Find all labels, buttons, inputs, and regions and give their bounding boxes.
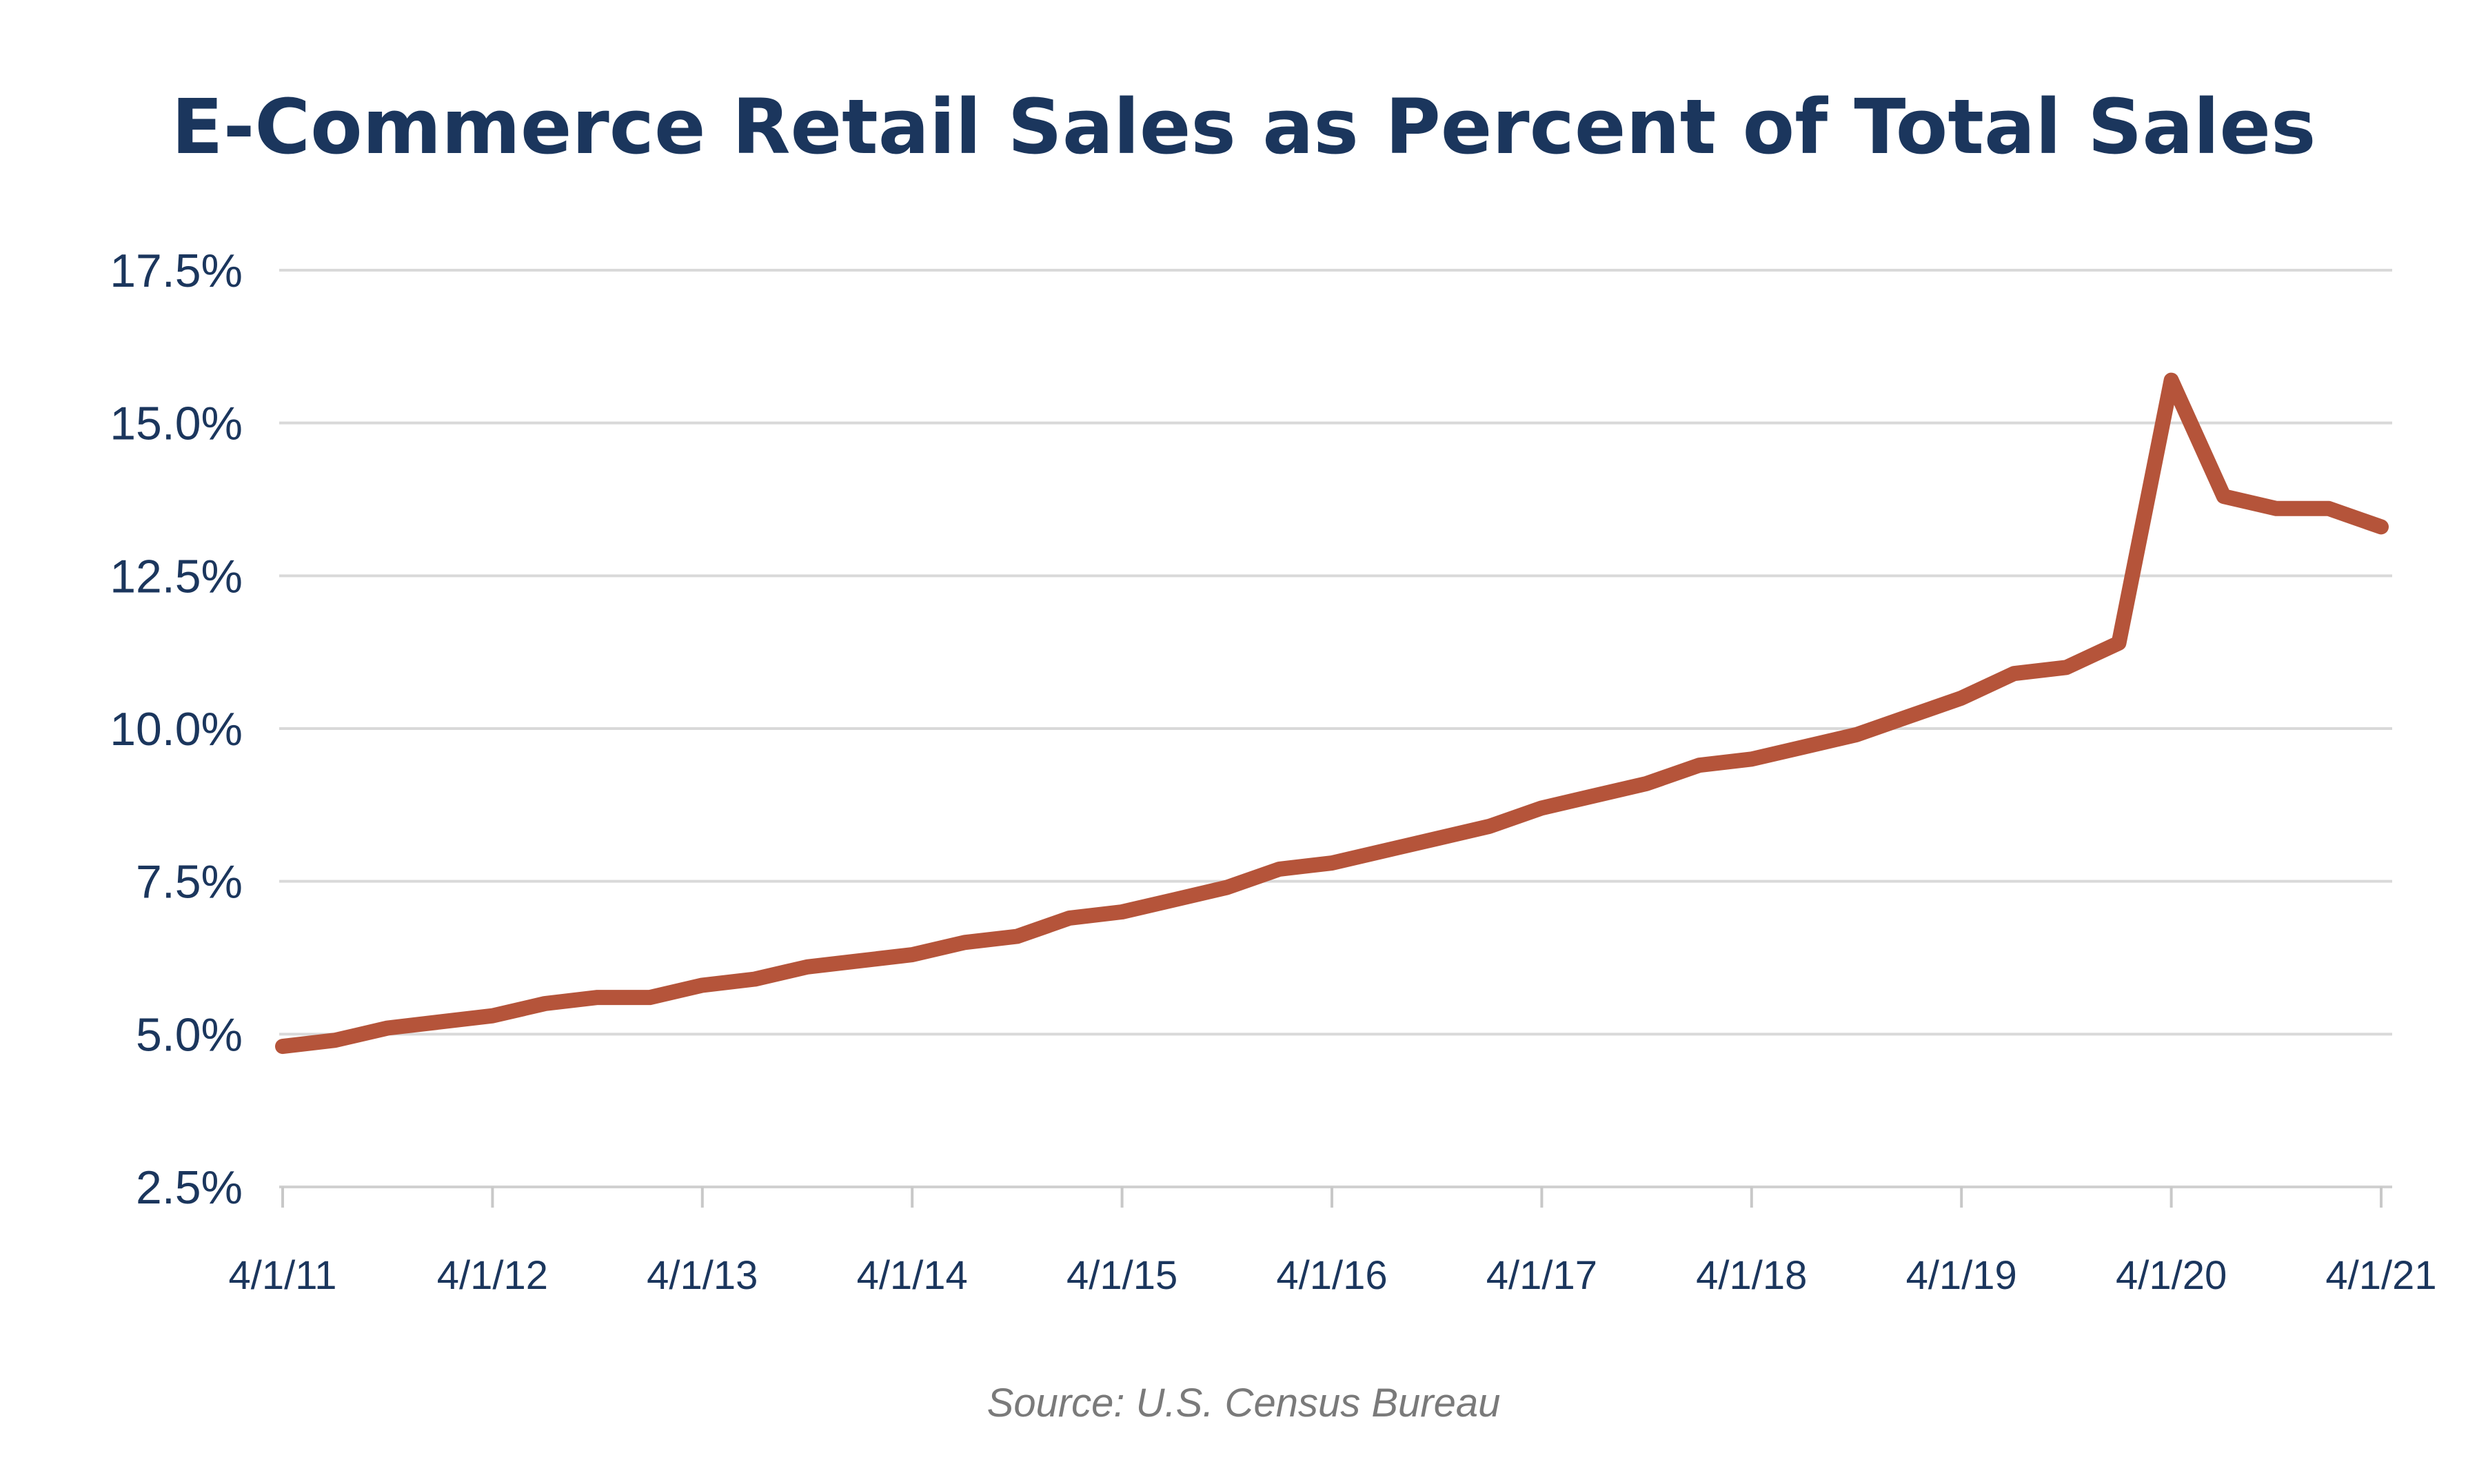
data-point [1173, 898, 1176, 901]
x-tick-label: 4/1/17 [1486, 1253, 1597, 1298]
source-note: Source: U.S. Census Bureau [987, 1381, 1501, 1425]
x-tick-label: 4/1/16 [1276, 1253, 1387, 1298]
data-point [1960, 697, 1963, 700]
data-point [438, 1021, 441, 1024]
data-point [1540, 806, 1543, 809]
data-point [1435, 837, 1438, 840]
x-axis-tick-labels: 4/1/11 4/1/12 4/1/13 4/1/14 4/1/15 4/1/16 4/1/… [229, 1253, 2437, 1298]
data-point [1908, 715, 1910, 718]
data-point [806, 966, 809, 968]
data-point [649, 996, 651, 999]
data-point [754, 978, 756, 981]
data-point [1331, 862, 1333, 864]
y-tick-label: 2.5% [136, 1161, 243, 1214]
x-tick-label: 4/1/13 [647, 1253, 758, 1298]
data-point [334, 1039, 336, 1041]
data-point [911, 953, 913, 956]
data-point [1646, 782, 1648, 785]
x-tick-label: 4/1/21 [2325, 1253, 2436, 1298]
data-point [2012, 672, 2015, 675]
data-point [1278, 868, 1281, 871]
data-point [2327, 507, 2330, 510]
data-point [281, 1045, 284, 1048]
data-point [858, 959, 861, 962]
data-point [2223, 495, 2225, 498]
data-point [2170, 379, 2173, 382]
data-point [1593, 795, 1596, 797]
data-point [2275, 507, 2278, 510]
y-tick-label: 7.5% [136, 856, 243, 908]
x-tick-label: 4/1/15 [1066, 1253, 1177, 1298]
series-layer [275, 372, 2389, 1055]
gridlines [279, 269, 2392, 1036]
data-point [963, 941, 966, 944]
data-point [1069, 917, 1071, 919]
series-line [275, 372, 2389, 1055]
y-tick-label: 15.0% [110, 398, 243, 450]
data-point [1803, 746, 1806, 749]
data-point [1383, 849, 1386, 852]
y-tick-label: 5.0% [136, 1008, 243, 1061]
y-tick-label: 10.0% [110, 703, 243, 755]
data-point [1488, 825, 1490, 828]
data-point [1750, 758, 1753, 760]
x-axis [279, 1186, 2392, 1208]
data-point [1121, 911, 1124, 913]
data-point [1855, 733, 1858, 736]
y-tick-label: 17.5% [110, 245, 243, 297]
data-point [491, 1015, 494, 1017]
data-point [2380, 525, 2383, 528]
x-tick-label: 4/1/19 [1906, 1253, 2017, 1298]
chart-title: E-Commerce Retail Sales as Percent of To… [172, 83, 2316, 171]
x-tick-label: 4/1/11 [229, 1253, 337, 1298]
data-point [1698, 764, 1701, 766]
data-point [2065, 666, 2067, 669]
data-point [701, 984, 704, 986]
x-tick-label: 4/1/12 [437, 1253, 548, 1298]
data-point [1226, 886, 1228, 889]
data-point [1015, 935, 1018, 937]
x-tick-label: 4/1/20 [2116, 1253, 2227, 1298]
x-tick-label: 4/1/18 [1696, 1253, 1807, 1298]
data-point [544, 1002, 547, 1005]
x-tick-label: 4/1/14 [857, 1253, 968, 1298]
data-point [596, 996, 599, 999]
y-axis-tick-labels: 2.5% 5.0% 7.5% 10.0% 12.5% 15.0% 17.5% [110, 245, 243, 1214]
data-point [386, 1026, 389, 1029]
data-point [2118, 642, 2121, 644]
y-tick-label: 12.5% [110, 550, 243, 602]
